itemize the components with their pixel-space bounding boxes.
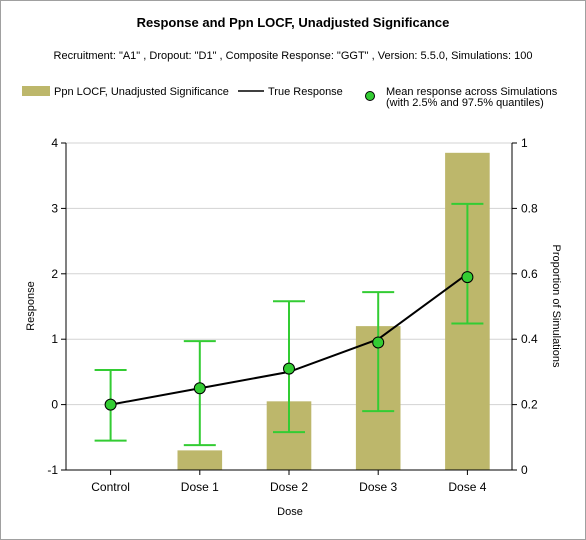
x-tick-label: Dose 4	[448, 480, 486, 494]
y2-tick-label: 0.6	[521, 267, 538, 281]
mean-point	[193, 382, 206, 395]
legend-label-points: Mean response across Simulations	[386, 86, 558, 98]
axes	[61, 142, 517, 475]
y2-tick-label: 0.2	[521, 398, 538, 412]
mean-points	[104, 271, 474, 411]
x-tick-label: Dose 2	[270, 480, 308, 494]
y2-tick-label: 0.8	[521, 201, 538, 215]
mean-point	[283, 362, 295, 375]
mean-point	[372, 336, 385, 349]
legend-label-line: True Response	[268, 86, 343, 98]
x-tick-label: Control	[91, 480, 130, 494]
legend-label-points-line2: (with 2.5% and 97.5% quantiles)	[386, 97, 544, 109]
y-tick-label: 1	[51, 332, 58, 346]
legend: Ppn LOCF, Unadjusted Significance True R…	[22, 86, 558, 109]
legend-swatch-bar	[22, 86, 50, 96]
legend-swatch-points	[365, 91, 375, 101]
y-tick-label: 0	[51, 398, 58, 412]
bars	[177, 152, 490, 470]
bar	[177, 450, 223, 470]
x-axis-label: Dose	[277, 506, 303, 518]
y2-tick-label: 0	[521, 463, 528, 477]
chart-title: Response and Ppn LOCF, Unadjusted Signif…	[136, 15, 450, 30]
mean-point	[104, 398, 117, 411]
mean-point	[461, 271, 474, 284]
y-axis-label: Response	[25, 281, 37, 331]
tick-labels: -1 0 1 2 3 4 0 0.2 0.4 0.6 0.8 1 Control Dose 1 Dose 2…	[47, 136, 538, 494]
x-tick-label: Dose 1	[181, 480, 219, 494]
y2-tick-label: 0.4	[521, 332, 538, 346]
y-tick-label: 3	[51, 201, 58, 215]
legend-label-bar: Ppn LOCF, Unadjusted Significance	[54, 86, 229, 98]
x-tick-label: Dose 3	[359, 480, 397, 494]
y-tick-label: -1	[47, 463, 58, 477]
y-tick-label: 4	[51, 136, 58, 150]
y2-axis-label: Proportion of Simulations	[550, 245, 562, 368]
chart-subtitle: Recruitment: "A1" , Dropout: "D1" , Comp…	[53, 50, 533, 62]
y-tick-label: 2	[51, 267, 58, 281]
y2-tick-label: 1	[521, 136, 528, 150]
error-bars	[94, 202, 484, 447]
